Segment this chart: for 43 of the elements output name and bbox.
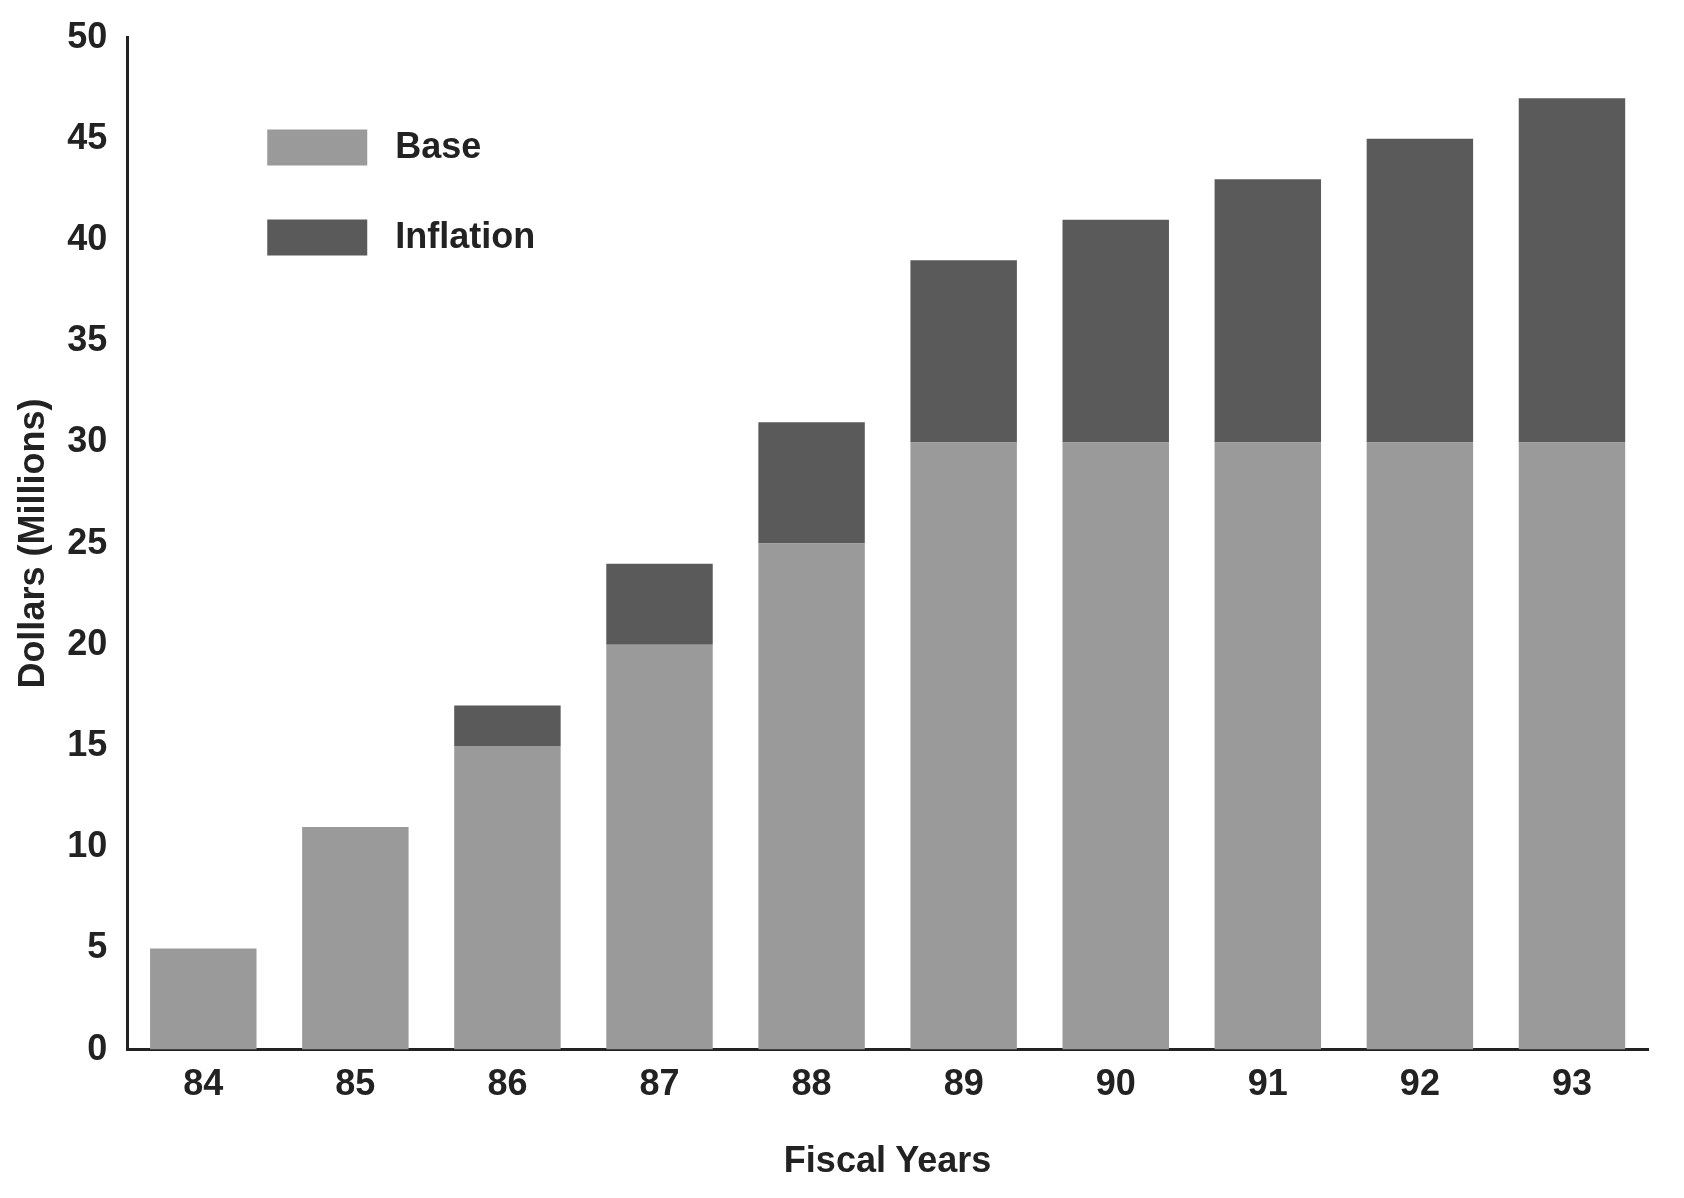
bar (150, 948, 257, 1050)
x-tick-label: 89 (943, 1062, 984, 1104)
x-axis-title: Fiscal Years (783, 1139, 992, 1181)
y-tick-label: 0 (87, 1026, 108, 1068)
x-tick-label: 92 (1399, 1062, 1440, 1104)
x-tick-label: 88 (791, 1062, 832, 1104)
x-tick-label: 87 (639, 1062, 680, 1104)
y-tick-label: 50 (67, 14, 108, 56)
bar (454, 746, 561, 1050)
y-tick-label: 30 (67, 419, 108, 461)
bar (758, 543, 865, 1050)
bar (758, 422, 865, 544)
bar (1214, 442, 1322, 1050)
x-tick-label: 93 (1551, 1062, 1592, 1104)
bar (1366, 442, 1474, 1050)
x-tick-label: 85 (335, 1062, 376, 1104)
y-tick-label: 45 (67, 115, 108, 157)
bar (606, 644, 713, 1050)
x-tick-label: 90 (1095, 1062, 1136, 1104)
y-tick-label: 15 (67, 722, 108, 764)
bar (1366, 138, 1474, 443)
y-tick-label: 25 (67, 520, 108, 562)
bar (910, 260, 1017, 443)
x-tick-label: 91 (1247, 1062, 1288, 1104)
bar (1518, 98, 1626, 443)
legend-label: Inflation (395, 214, 536, 256)
y-tick-label: 20 (67, 621, 108, 663)
y-tick-label: 40 (67, 216, 108, 258)
bar (606, 563, 713, 645)
y-tick-label: 5 (87, 925, 108, 967)
bar (1062, 442, 1169, 1050)
bar (1062, 219, 1169, 443)
x-tick-label: 86 (487, 1062, 528, 1104)
bar (1214, 179, 1322, 443)
x-tick-label: 84 (183, 1062, 224, 1104)
bar (910, 442, 1017, 1050)
y-tick-label: 35 (67, 318, 108, 360)
legend-label: Base (395, 124, 482, 166)
bar (302, 826, 409, 1050)
y-tick-label: 10 (67, 824, 108, 866)
bar (454, 705, 561, 746)
bar (1518, 442, 1626, 1050)
y-axis-title: Dollars (Millions) (10, 398, 52, 689)
